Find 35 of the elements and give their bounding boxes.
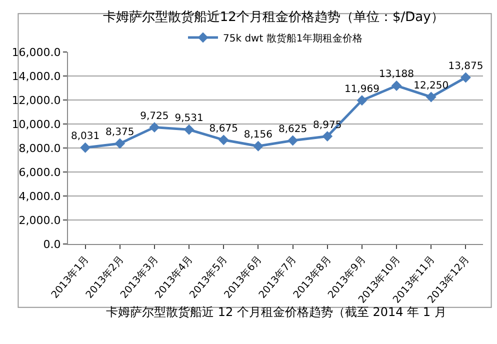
text: 卡姆萨尔型散货船近 12 个月租金价格趋势（截至 2014 年 1 月: [106, 305, 446, 319]
y-tick-label: 4,000.0: [18, 190, 61, 203]
y-tick-label: 2,000.0: [18, 214, 61, 227]
point: [460, 72, 471, 83]
point: [184, 124, 194, 135]
data-label: 11,969: [344, 84, 380, 95]
point: [114, 138, 126, 149]
data-label: 13,188: [379, 69, 414, 80]
point: [322, 131, 333, 142]
legend-label: 75k dwt 散货船1年期租金价格: [223, 32, 363, 44]
y-tick-label: 6,000.0: [18, 166, 61, 179]
data-label: 12,250: [414, 80, 449, 92]
data-label: 8,625: [278, 124, 308, 135]
data-label: 9,725: [140, 110, 169, 122]
point: [149, 122, 160, 132]
point: [391, 80, 402, 91]
y-tick-label: 12,000.0: [12, 94, 61, 107]
data-label: 13,875: [448, 61, 484, 72]
y-tick-label: 8,000.0: [18, 142, 61, 155]
data-label: 8,156: [244, 130, 273, 141]
chart-title: 卡姆萨尔型散货船近12个月租金价格趋势（单位：$/Day）: [102, 10, 444, 26]
y-tick-label: 0.0: [43, 238, 61, 251]
y-tick-label: 10,000.0: [12, 118, 61, 131]
point: [356, 95, 368, 106]
data-label: 8,375: [106, 127, 134, 138]
point: [288, 135, 298, 146]
data-label: 8,675: [209, 123, 238, 134]
y-tick-label: 14,000.0: [12, 70, 61, 83]
point: [218, 134, 229, 146]
point: [253, 140, 264, 152]
point: [80, 142, 90, 153]
data-label: 8,031: [70, 131, 100, 142]
y-tick-label: 16,000.0: [12, 46, 61, 59]
point: [426, 92, 436, 102]
data-label: 9,531: [174, 113, 204, 124]
